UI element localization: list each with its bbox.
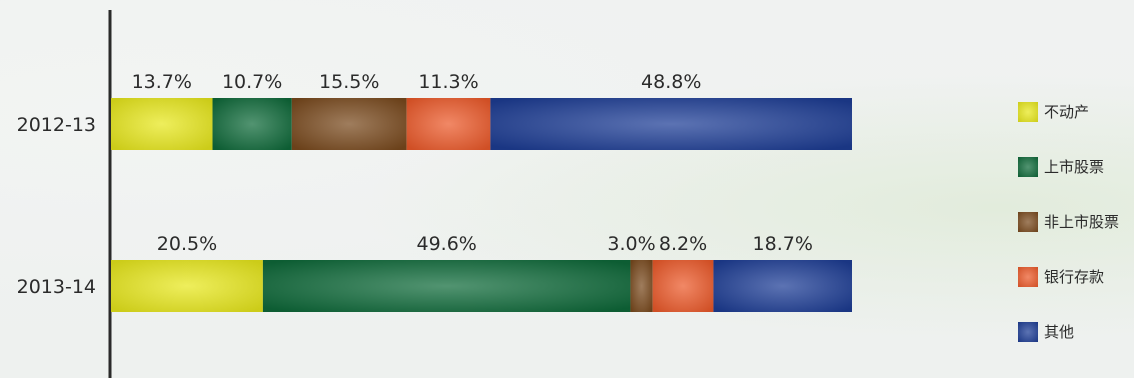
data-label: 10.7% xyxy=(222,71,282,93)
bar-segments xyxy=(111,98,852,312)
bar-segment xyxy=(490,98,852,150)
legend-swatch xyxy=(1018,101,1038,122)
bar-segment xyxy=(212,98,292,150)
bar-segment xyxy=(111,98,213,150)
bar-segment xyxy=(111,260,263,312)
legend-label: 其他 xyxy=(1044,323,1075,341)
legend-item: 非上市股票 xyxy=(1018,194,1119,249)
bar-segment xyxy=(713,260,852,312)
data-label: 11.3% xyxy=(418,71,478,93)
data-label: 8.2% xyxy=(659,233,707,255)
legend-swatch xyxy=(1018,156,1038,177)
data-label: 13.7% xyxy=(132,71,192,93)
category-label: 2012-13 xyxy=(17,114,96,136)
data-label: 20.5% xyxy=(157,233,217,255)
data-label: 18.7% xyxy=(753,233,813,255)
data-label: 3.0% xyxy=(607,233,655,255)
bar-segment xyxy=(652,260,714,312)
legend-item: 其他 xyxy=(1018,304,1119,359)
bar-segment xyxy=(291,98,407,150)
legend-label: 非上市股票 xyxy=(1044,213,1120,231)
data-label: 49.6% xyxy=(416,233,476,255)
legend-item: 银行存款 xyxy=(1018,249,1119,304)
data-label: 15.5% xyxy=(319,71,379,93)
legend-item: 不动产 xyxy=(1018,84,1119,139)
legend-swatch xyxy=(1018,321,1038,342)
legend-label: 不动产 xyxy=(1044,103,1090,121)
category-label: 2013-14 xyxy=(17,276,96,298)
bar-segment xyxy=(262,260,631,312)
data-labels: 13.7% 10.7% 15.5% 11.3% 48.8% 20.5% 49.6% 3.0% 8… xyxy=(132,71,813,255)
legend-label: 银行存款 xyxy=(1044,268,1105,286)
data-label: 48.8% xyxy=(641,71,701,93)
legend-item: 上市股票 xyxy=(1018,139,1119,194)
legend: 不动产 上市股票 非上市股票 银行存款 其他 xyxy=(1018,84,1119,359)
legend-swatch xyxy=(1018,211,1038,232)
legend-swatch xyxy=(1018,266,1038,287)
legend-label: 上市股票 xyxy=(1044,158,1105,176)
bar-segment xyxy=(630,260,653,312)
bar-segment xyxy=(406,98,491,150)
category-tick-labels: 2012-13 2013-14 xyxy=(17,114,96,298)
